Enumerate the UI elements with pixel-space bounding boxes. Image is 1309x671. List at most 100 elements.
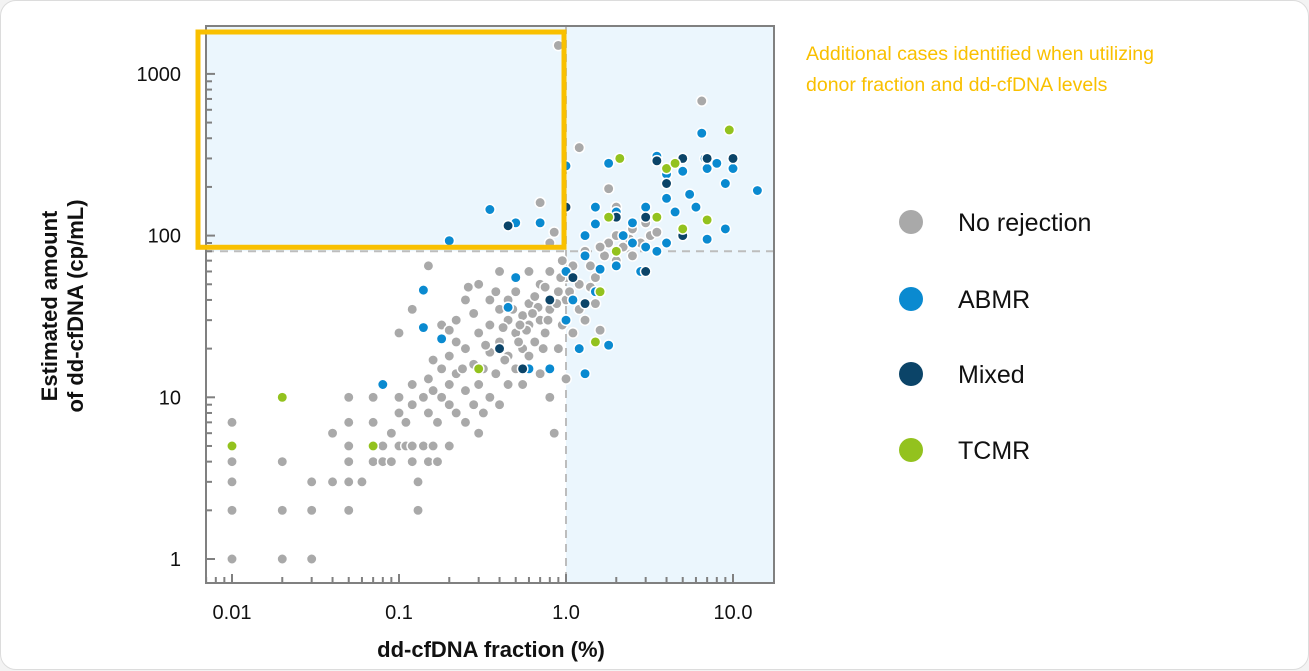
x-tick-label: 0.1: [385, 602, 413, 624]
data-point-no-rejection: [493, 265, 506, 278]
data-point-no-rejection: [276, 504, 289, 517]
data-point-no-rejection: [406, 398, 419, 411]
data-point-abmr: [602, 157, 615, 170]
legend-marker-no-rejection: [899, 210, 923, 234]
data-point-abmr: [579, 249, 591, 262]
data-point-no-rejection: [556, 254, 569, 267]
data-point-mixed: [660, 177, 673, 190]
legend-label-no-rejection: No rejection: [958, 209, 1091, 237]
data-point-no-rejection: [514, 319, 526, 331]
data-point-no-rejection: [594, 324, 607, 337]
data-point-abmr: [543, 362, 556, 375]
data-point-abmr: [626, 216, 639, 229]
data-point-mixed: [650, 154, 663, 167]
legend-marker-mixed: [899, 362, 923, 386]
data-point-no-rejection: [523, 350, 535, 362]
data-point-no-rejection: [443, 324, 456, 337]
data-point-no-rejection: [650, 226, 663, 239]
data-point-no-rejection: [542, 314, 554, 327]
shaded-region-top-left: [206, 26, 566, 252]
data-point-no-rejection: [305, 553, 318, 565]
data-point-abmr: [589, 218, 602, 230]
data-point-no-rejection: [385, 427, 398, 440]
data-point-tcmr: [276, 391, 289, 404]
data-point-no-rejection: [276, 553, 289, 565]
data-point-no-rejection: [443, 350, 456, 362]
data-point-abmr: [650, 245, 663, 258]
data-point-no-rejection: [342, 455, 355, 468]
data-point-abmr: [719, 177, 732, 190]
data-point-abmr: [579, 367, 591, 380]
data-point-abmr: [483, 203, 496, 216]
data-point-no-rejection: [477, 407, 490, 419]
data-point-no-rejection: [534, 367, 547, 380]
data-point-no-rejection: [367, 416, 380, 429]
data-point-no-rejection: [450, 407, 463, 419]
data-point-abmr: [690, 201, 702, 214]
data-point-abmr: [683, 188, 696, 201]
data-point-no-rejection: [412, 475, 424, 488]
data-point-mixed: [639, 265, 652, 278]
data-point-tcmr: [669, 157, 682, 170]
data-point-abmr: [639, 241, 652, 253]
data-point-no-rejection: [539, 327, 552, 339]
data-point-no-rejection: [579, 314, 591, 327]
data-point-no-rejection: [498, 354, 511, 366]
data-point-no-rejection: [523, 265, 535, 278]
data-point-abmr: [589, 201, 602, 214]
data-point-abmr: [417, 321, 430, 334]
legend-marker-tcmr: [899, 438, 923, 462]
data-point-no-rejection: [276, 455, 289, 468]
data-point-tcmr: [660, 162, 673, 175]
data-point-no-rejection: [406, 378, 419, 391]
data-point-abmr: [376, 378, 389, 391]
data-point-no-rejection: [376, 440, 389, 452]
data-point-no-rejection: [326, 475, 339, 488]
data-point-no-rejection: [226, 416, 238, 429]
data-point-tcmr: [226, 440, 238, 452]
data-point-abmr: [602, 339, 615, 352]
data-point-abmr: [509, 271, 522, 284]
data-point-abmr: [617, 229, 630, 242]
data-point-no-rejection: [435, 362, 448, 375]
data-point-no-rejection: [483, 293, 496, 306]
data-point-no-rejection: [367, 455, 380, 468]
data-point-no-rejection: [342, 475, 355, 488]
data-point-no-rejection: [342, 416, 355, 429]
data-point-mixed: [493, 342, 506, 355]
data-point-no-rejection: [589, 297, 602, 310]
data-point-no-rejection: [472, 427, 485, 440]
data-point-mixed: [639, 211, 652, 224]
data-point-no-rejection: [450, 314, 463, 327]
data-point-mixed: [566, 271, 579, 284]
data-point-mixed: [579, 297, 591, 310]
data-point-no-rejection: [226, 475, 238, 488]
data-point-no-rejection: [543, 391, 556, 404]
data-point-tcmr: [723, 124, 736, 136]
data-point-no-rejection: [472, 378, 485, 391]
legend-label-abmr: ABMR: [958, 286, 1030, 314]
data-point-no-rejection: [502, 378, 515, 391]
highlight-box: [195, 29, 567, 250]
data-point-tcmr: [676, 222, 689, 235]
data-point-no-rejection: [443, 440, 456, 452]
data-point-no-rejection: [417, 391, 430, 404]
data-point-no-rejection: [626, 249, 639, 262]
data-point-no-rejection: [594, 241, 607, 253]
data-point-no-rejection: [526, 307, 539, 320]
data-point-no-rejection: [342, 440, 355, 452]
data-point-mixed: [502, 219, 515, 232]
data-point-no-rejection: [539, 281, 552, 294]
data-point-no-rejection: [226, 455, 238, 468]
data-point-abmr: [660, 192, 673, 205]
data-point-no-rejection: [516, 378, 529, 391]
data-point-no-rejection: [548, 226, 561, 239]
data-point-no-rejection: [422, 259, 435, 272]
data-point-no-rejection: [462, 281, 475, 294]
data-point-abmr: [502, 301, 515, 314]
data-point-tcmr: [589, 335, 602, 348]
x-tick-label: 1.0: [552, 602, 580, 624]
data-point-abmr: [701, 233, 714, 246]
data-point-no-rejection: [534, 196, 547, 209]
data-point-no-rejection: [459, 384, 472, 397]
